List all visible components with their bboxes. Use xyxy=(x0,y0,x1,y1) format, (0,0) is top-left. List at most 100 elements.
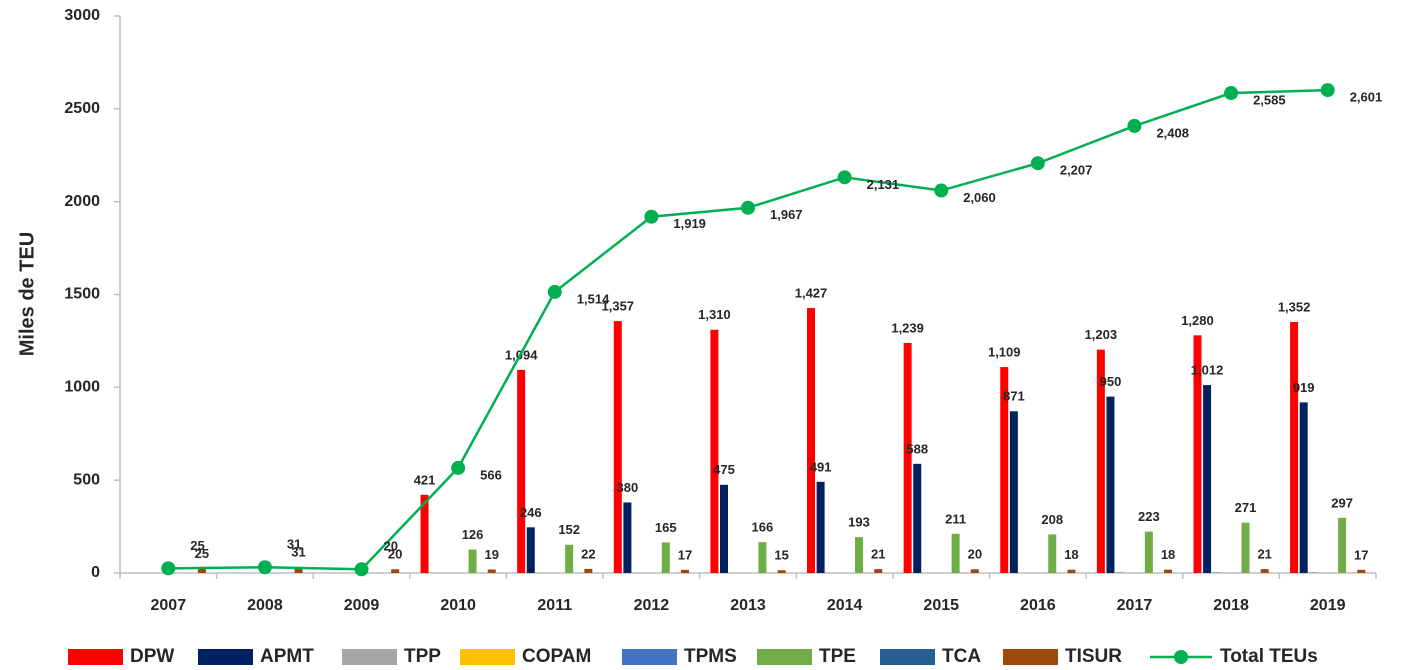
bar xyxy=(1338,517,1347,573)
legend-label: Total TEUs xyxy=(1220,646,1318,667)
data-label: 31 xyxy=(291,545,305,560)
bar xyxy=(487,569,496,573)
data-label: 919 xyxy=(1293,380,1315,395)
line-point xyxy=(547,284,562,299)
bar xyxy=(1309,572,1318,573)
data-label: 2,131 xyxy=(867,177,900,192)
line xyxy=(168,88,1328,571)
bar xyxy=(526,527,535,573)
data-label: 2,207 xyxy=(1060,163,1093,178)
line-point xyxy=(1224,86,1239,101)
bar xyxy=(1260,569,1269,573)
data-label: 19 xyxy=(485,547,499,562)
legend-swatch xyxy=(622,649,677,665)
y-tick-label: 0 xyxy=(91,564,100,581)
x-tick-label: 2018 xyxy=(1213,597,1249,614)
data-label: 950 xyxy=(1100,374,1122,389)
x-tick-label: 2016 xyxy=(1020,597,1056,614)
bar xyxy=(1106,396,1115,573)
line-point xyxy=(1030,156,1045,171)
data-label: 31 xyxy=(287,537,301,552)
bar xyxy=(1116,572,1125,573)
data-label: 246 xyxy=(520,505,542,520)
bar xyxy=(903,342,912,573)
bar xyxy=(874,569,883,573)
bar xyxy=(294,567,303,573)
x-tick-label: 2014 xyxy=(827,597,863,614)
data-label: 1,203 xyxy=(1085,327,1118,342)
legend-label: TCA xyxy=(942,646,981,667)
data-label: 18 xyxy=(1161,547,1175,562)
data-label: 566 xyxy=(480,467,502,482)
data-label: 193 xyxy=(848,515,870,530)
line-point xyxy=(451,460,466,475)
x-tick-label: 2015 xyxy=(923,597,959,614)
bar xyxy=(391,569,400,573)
data-label: 2,601 xyxy=(1350,90,1383,105)
bar xyxy=(1164,569,1173,573)
legend-label: TPE xyxy=(819,646,856,667)
x-tick-label: 2008 xyxy=(247,597,283,614)
data-label: 15 xyxy=(774,548,788,563)
data-label: 17 xyxy=(1354,547,1368,562)
y-tick-label: 2500 xyxy=(64,100,100,117)
data-label: 475 xyxy=(713,462,735,477)
line-point xyxy=(257,560,272,575)
line-point xyxy=(837,170,852,185)
data-label: 1,109 xyxy=(988,345,1021,360)
y-tick-label: 2000 xyxy=(64,193,100,210)
legend-label: TPMS xyxy=(684,646,737,667)
bar xyxy=(1096,349,1105,573)
data-label: 21 xyxy=(1257,547,1271,562)
bar xyxy=(623,502,632,573)
x-tick-label: 2017 xyxy=(1117,597,1153,614)
data-label: 2,585 xyxy=(1253,92,1286,107)
data-label: 491 xyxy=(810,459,832,474)
data-label: 211 xyxy=(945,511,966,526)
y-tick-label: 3000 xyxy=(64,7,100,24)
legend-swatch xyxy=(1003,649,1058,665)
data-label: 126 xyxy=(462,527,484,542)
data-label: 208 xyxy=(1041,512,1063,527)
data-label: 1,967 xyxy=(770,207,803,222)
legend-swatch xyxy=(1174,650,1188,664)
data-label: 271 xyxy=(1235,500,1257,515)
legend-swatch xyxy=(68,649,123,665)
data-label: 588 xyxy=(906,441,928,456)
legend-swatch xyxy=(342,649,397,665)
bar xyxy=(661,542,670,573)
x-tick-label: 2012 xyxy=(634,597,670,614)
bar xyxy=(1193,335,1202,573)
data-label: 25 xyxy=(195,546,209,561)
bar xyxy=(816,481,825,573)
x-tick-label: 2019 xyxy=(1310,597,1346,614)
bar xyxy=(1357,569,1366,573)
legend-label: DPW xyxy=(130,646,174,667)
data-label: 421 xyxy=(414,472,436,487)
bar xyxy=(951,533,960,573)
bar xyxy=(680,569,689,573)
bar xyxy=(855,537,864,573)
line-point xyxy=(1320,83,1335,98)
data-label: 166 xyxy=(752,520,774,535)
bar xyxy=(1212,572,1221,573)
data-label: 380 xyxy=(617,480,639,495)
x-tick-label: 2010 xyxy=(440,597,476,614)
legend-swatch xyxy=(460,649,515,665)
data-label: 2,060 xyxy=(963,190,996,205)
data-label: 1,514 xyxy=(577,291,610,306)
bar xyxy=(1067,569,1076,573)
x-tick-label: 2013 xyxy=(730,597,766,614)
legend-label: APMT xyxy=(260,646,314,667)
bar xyxy=(807,308,816,573)
x-tick-label: 2007 xyxy=(151,597,187,614)
line-point xyxy=(741,200,755,215)
data-label: 21 xyxy=(871,547,885,562)
data-label: 165 xyxy=(655,520,677,535)
bar xyxy=(468,549,477,573)
line-point xyxy=(161,561,176,576)
data-label: 871 xyxy=(1003,389,1025,404)
bar xyxy=(565,544,574,573)
data-label: 17 xyxy=(678,547,692,562)
